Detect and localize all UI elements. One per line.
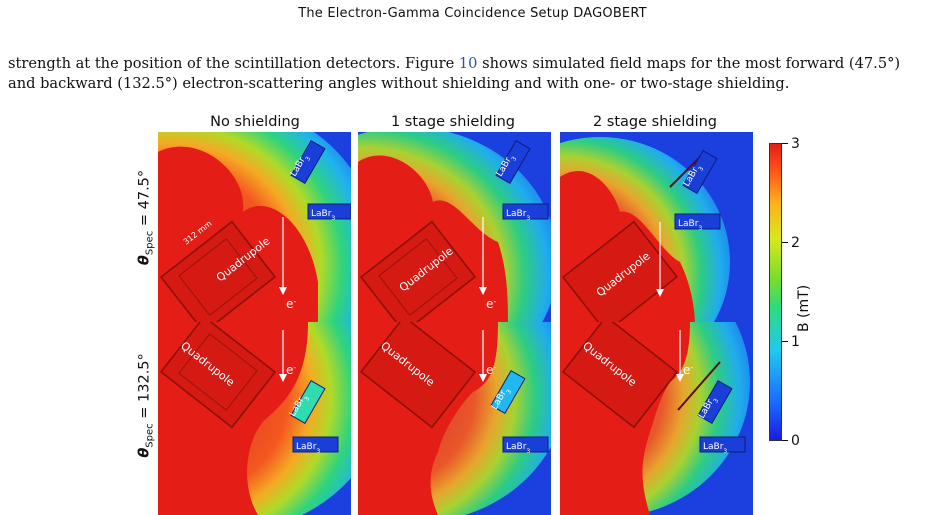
electron-label: e- — [486, 297, 496, 312]
colorbar-tick — [782, 242, 788, 243]
field-map-figure: No shielding 1 stage shielding 2 stage s… — [0, 110, 945, 515]
detector-label: LaBr3 — [296, 442, 320, 455]
detector-label: LaBr3 — [311, 209, 335, 222]
body-text-segment: shows simulated field maps for the most … — [477, 55, 901, 72]
colorbar-tick — [782, 440, 788, 441]
colorbar-title: B (mT) — [796, 284, 812, 332]
detector-label: LaBr3 — [678, 219, 702, 232]
figure-reference-link[interactable]: 10 — [458, 55, 478, 72]
field-map-backward-1-stage: Quadrupole e- LaBr3 LaBr3 — [358, 322, 551, 515]
row-label-forward: θSpec = 47.5° — [136, 169, 156, 266]
field-map-forward-1-stage: Quadrupole e- LaBr3 LaBr3 — [358, 132, 551, 325]
colorbar-tick-label: 3 — [791, 136, 800, 152]
electron-label: e- — [286, 363, 296, 378]
detector-label: LaBr3 — [506, 209, 530, 222]
field-map-forward-2-stage: Quadrupole LaBr3 LaBr3 — [560, 132, 753, 325]
colorbar-tick-label: 1 — [791, 334, 800, 350]
electron-label: e- — [486, 363, 496, 378]
running-head: The Electron-Gamma Coincidence Setup DAG… — [298, 6, 647, 21]
row-label-backward: θSpec = 132.5° — [136, 353, 156, 458]
colorbar — [769, 143, 782, 441]
colorbar-tick-label: 0 — [791, 433, 800, 449]
electron-label: e- — [683, 363, 693, 378]
column-title-1-stage: 1 stage shielding — [390, 114, 516, 130]
column-title-2-stage: 2 stage shielding — [592, 114, 718, 130]
colorbar-tick — [782, 341, 788, 342]
colorbar-tick-label: 2 — [791, 235, 800, 251]
colorbar-tick — [782, 143, 788, 144]
detector-label: LaBr3 — [506, 442, 530, 455]
field-map-backward-2-stage: Quadrupole e- LaBr3 LaBr3 — [560, 322, 753, 515]
body-text-segment: strength at the position of the scintill… — [8, 55, 459, 72]
column-title-no-shielding: No shielding — [210, 114, 300, 130]
body-line-1: strength at the position of the scintill… — [8, 54, 938, 74]
electron-label: e- — [286, 297, 296, 312]
body-line-2: and backward (132.5°) electron-scatterin… — [8, 75, 790, 92]
detector-label: LaBr3 — [703, 442, 727, 455]
field-map-backward-no-shield: Quadrupole e- LaBr3 LaBr3 — [158, 322, 351, 515]
body-paragraph: strength at the position of the scintill… — [8, 54, 938, 94]
field-map-forward-no-shield: Quadrupole 312 mm e- LaBr3 LaBr3 — [158, 132, 351, 325]
